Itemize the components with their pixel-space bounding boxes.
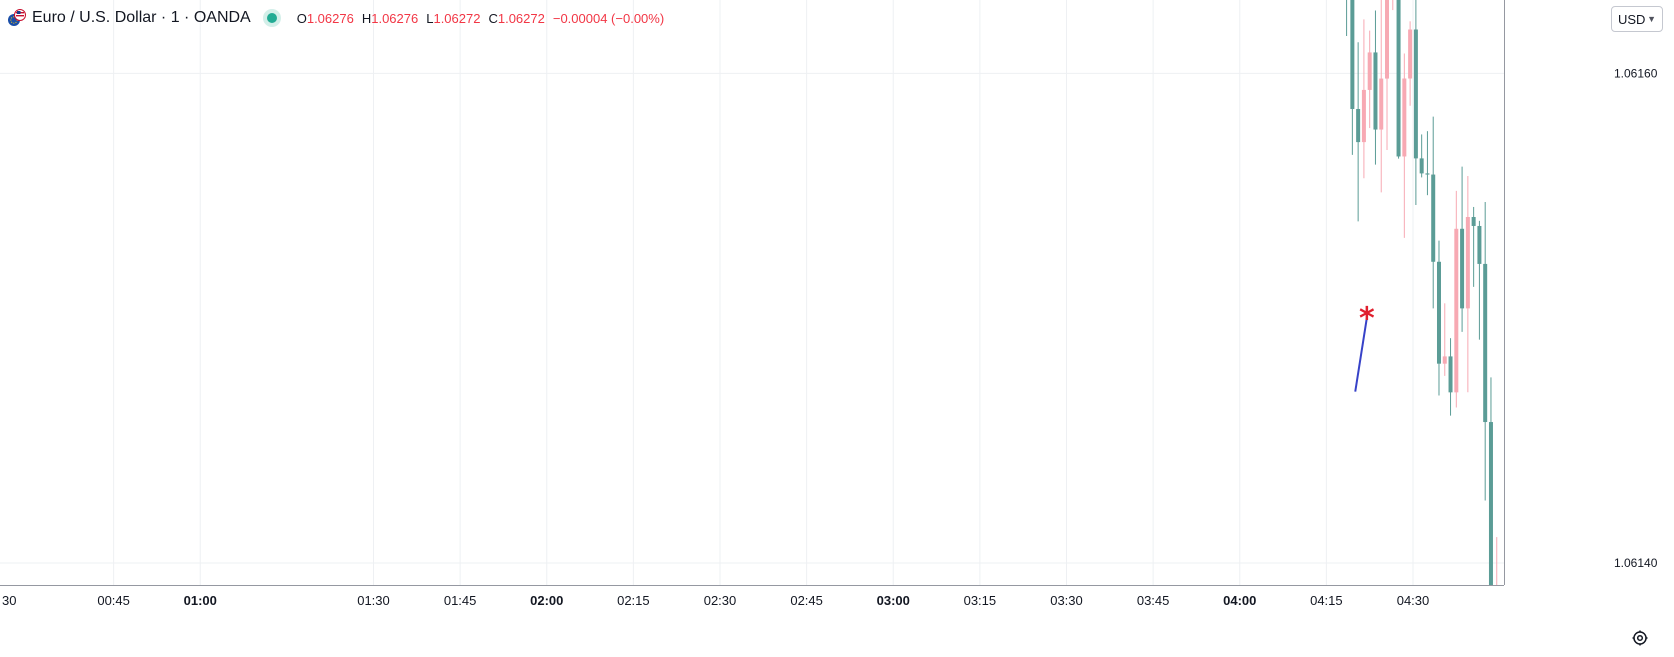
time-tick-label: 01:00 <box>184 593 217 608</box>
time-tick-label: 03:30 <box>1050 593 1083 608</box>
price-axis[interactable]: 1.063401.063201.063001.062801.062601.062… <box>1504 0 1674 657</box>
time-tick-label: 04:30 <box>1397 593 1430 608</box>
candle <box>1436 261 1441 364</box>
candle <box>1361 89 1366 143</box>
candle <box>1442 356 1447 364</box>
candle <box>1379 78 1384 130</box>
time-tick-label: 03:00 <box>877 593 910 608</box>
candle <box>1465 217 1470 309</box>
settings-gear-icon[interactable] <box>1630 628 1650 648</box>
price-tick-label: 1.06140 <box>1614 556 1658 570</box>
open-label: O <box>296 10 307 26</box>
time-tick-label: 30 <box>2 593 16 608</box>
time-axis[interactable]: 30 00:45 01:00 01:30 01:45 02:00 02:15 02:30 02:… <box>0 585 1504 657</box>
candle <box>1413 29 1418 159</box>
ohlc-values: O1.06276 H1.06276 L1.06272 C1.06272 −0.0… <box>297 11 664 26</box>
candle <box>1488 422 1493 638</box>
candle <box>1460 228 1465 309</box>
candle <box>1454 228 1459 393</box>
candle <box>1471 217 1476 226</box>
time-tick-label: 03:15 <box>964 593 997 608</box>
time-axis-bg <box>0 585 1504 657</box>
time-tick-label: 02:15 <box>617 593 650 608</box>
candle <box>1367 52 1372 90</box>
drawings[interactable]: ********* <box>807 0 1375 392</box>
candle <box>1431 174 1436 262</box>
candle <box>1350 0 1355 109</box>
time-tick-label: 02:30 <box>704 593 737 608</box>
low-label: L <box>426 10 434 26</box>
candle <box>1356 108 1361 143</box>
price-axis-bg <box>1504 0 1674 657</box>
candle <box>1448 356 1453 393</box>
symbol-title[interactable]: Euro / U.S. Dollar · 1 · OANDA <box>32 9 251 26</box>
candle <box>1396 0 1401 157</box>
time-tick-label: 02:00 <box>530 593 563 608</box>
currency-value: USD <box>1618 11 1646 27</box>
time-tick-label: 00:45 <box>97 593 130 608</box>
time-tick-label: 04:00 <box>1223 593 1256 608</box>
symbol-legend: Euro / U.S. Dollar · 1 · OANDA O1.06276 … <box>8 7 664 29</box>
close-label: C <box>488 10 498 26</box>
high-value: 1.06276 <box>371 10 419 26</box>
price-tick-label: 1.06160 <box>1614 66 1658 80</box>
candles <box>1346 0 1499 657</box>
candle <box>1477 225 1482 264</box>
time-tick-label: 01:30 <box>357 593 390 608</box>
low-value: 1.06272 <box>433 10 481 26</box>
change-value: −0.00004 (−0.00%) <box>552 10 665 26</box>
chart-grid <box>0 0 1504 585</box>
candle <box>1483 263 1488 423</box>
high-label: H <box>361 10 372 26</box>
time-tick-label: 01:45 <box>444 593 477 608</box>
candle <box>1425 173 1430 175</box>
market-open-dot-icon <box>266 13 277 23</box>
candle <box>1419 158 1424 174</box>
time-tick-label: 04:15 <box>1310 593 1343 608</box>
close-value: 1.06272 <box>497 10 545 26</box>
open-value: 1.06276 <box>306 10 354 26</box>
candle <box>1402 78 1407 157</box>
red-asterisk-icon: * <box>1359 302 1375 337</box>
time-tick-label: 02:45 <box>790 593 823 608</box>
euro-dollar-flags-icon[interactable] <box>8 9 26 27</box>
time-tick-label: 03:45 <box>1137 593 1170 608</box>
currency-select[interactable]: USD ▼ <box>1611 6 1663 32</box>
candle <box>1408 29 1413 79</box>
red-asterisk-icon-leader <box>1354 318 1368 392</box>
chevron-down-icon: ▼ <box>1647 14 1656 24</box>
candle <box>1385 0 1390 79</box>
candle <box>1373 52 1378 130</box>
